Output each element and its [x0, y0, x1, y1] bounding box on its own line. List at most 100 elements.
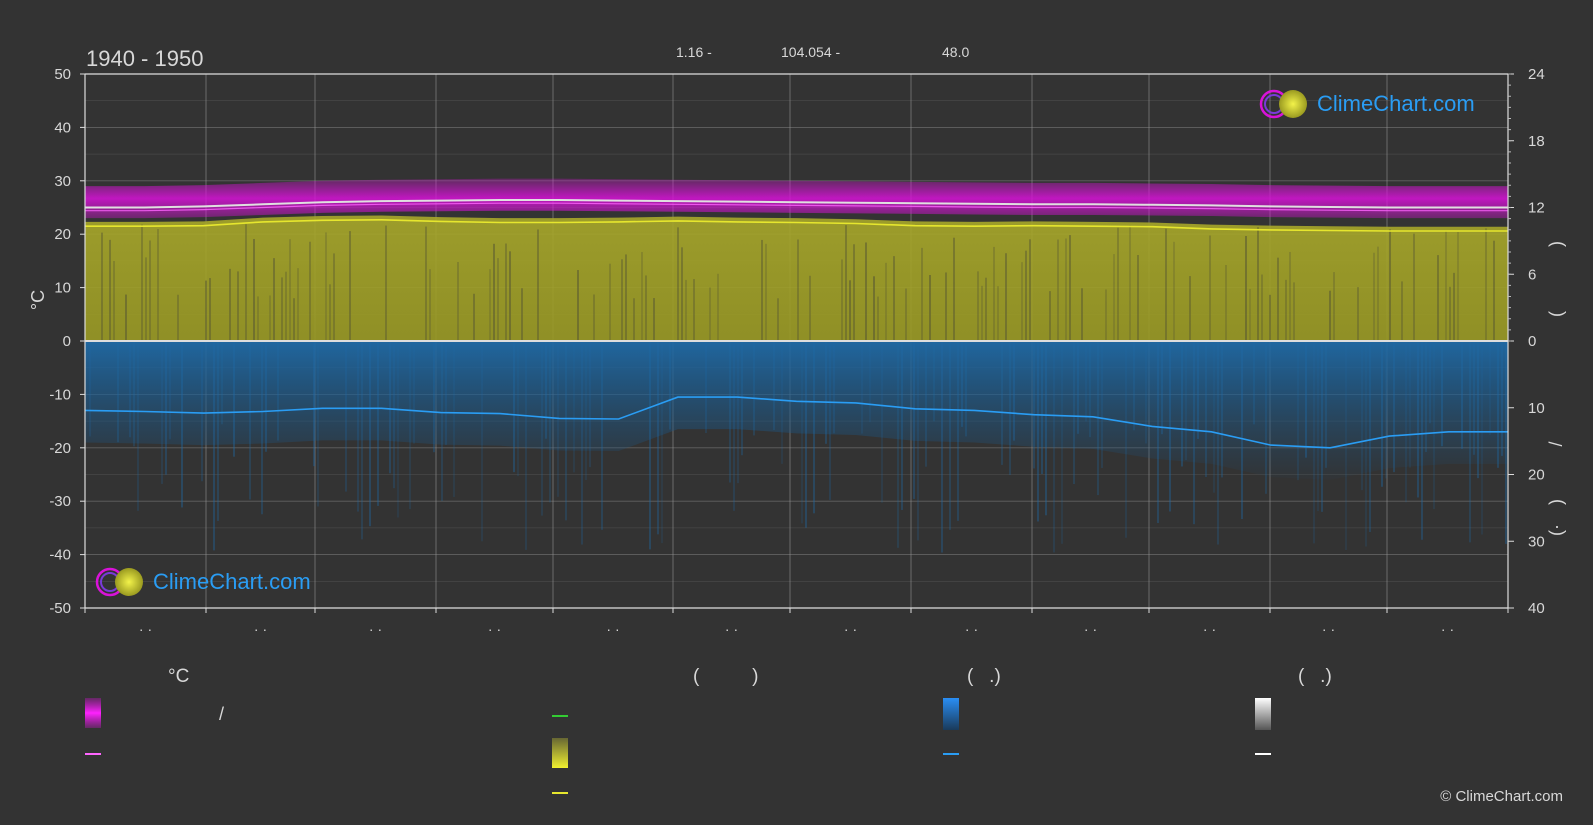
y2-tick-label: 10: [1528, 400, 1545, 417]
precip-streak: [917, 341, 919, 541]
sunshine-streak: [1113, 254, 1115, 341]
sunshine-streak: [1261, 274, 1263, 341]
sunshine-streak: [1333, 272, 1335, 341]
precip-streak: [133, 341, 135, 447]
precip-streak: [933, 341, 935, 422]
precip-streak: [1497, 341, 1499, 468]
precip-streak: [1169, 341, 1171, 512]
sunshine-streak: [1049, 291, 1051, 341]
precip-streak: [1461, 341, 1463, 449]
precip-streak: [1181, 341, 1183, 467]
precip-streak: [1317, 341, 1319, 512]
sunshine-streak: [677, 227, 679, 341]
sunshine-streak: [693, 279, 695, 341]
sunshine-streak: [885, 262, 887, 341]
precip-streak: [1145, 341, 1147, 444]
legend-header-precip: ( .): [967, 666, 1001, 687]
sunshine-streak: [333, 253, 335, 341]
logo-text: ClimeChart.com: [153, 569, 311, 594]
sunshine-streak: [1025, 250, 1027, 341]
precip-streak: [1073, 341, 1075, 485]
precip-streak: [1441, 341, 1443, 447]
precip-streak: [1033, 341, 1035, 469]
precipitation-band: [85, 341, 1508, 480]
sunshine-streak: [457, 262, 459, 341]
precip-streak: [1429, 341, 1431, 424]
x-tick-label: · ·: [965, 621, 978, 637]
precip-streak: [1161, 341, 1163, 435]
sunshine-streak: [929, 274, 931, 341]
precip-streak: [881, 341, 883, 503]
precip-streak: [565, 341, 567, 521]
precip-streak: [1369, 341, 1371, 533]
precip-streak: [1013, 341, 1015, 441]
precip-streak: [1381, 341, 1383, 487]
y-tick-label: 30: [54, 173, 71, 190]
y-tick-label: -20: [49, 440, 71, 457]
axes: 50 40 30 20 10 0 -10 -20 -30 -40 -50 °C 24 18 12 6 0 10 20…: [28, 66, 1566, 637]
precip-streak: [957, 341, 959, 521]
sunshine-streak: [1257, 227, 1259, 341]
precip-streak: [513, 341, 515, 473]
precip-streak: [445, 341, 447, 445]
x-tick-label: · ·: [606, 621, 619, 637]
sunshine-streak: [349, 231, 351, 341]
sunshine-streak: [953, 237, 955, 341]
precip-streak: [585, 341, 587, 481]
x-tick-label: · ·: [1441, 621, 1454, 637]
y2-tick-label: 40: [1528, 600, 1545, 617]
sunshine-streak: [109, 239, 111, 341]
precip-streak: [1385, 341, 1387, 479]
precip-streak: [669, 341, 671, 430]
precip-streak: [901, 341, 903, 510]
precip-streak: [1421, 341, 1423, 540]
sunshine-streak: [177, 294, 179, 341]
precip-streak: [1001, 341, 1003, 465]
precip-streak: [1185, 341, 1187, 461]
x-tick-label: · ·: [725, 621, 738, 637]
sunshine-streak: [1453, 272, 1455, 341]
precip-streak: [781, 341, 783, 464]
precip-streak: [357, 341, 359, 512]
y2-axis-label-glyph: ): [1546, 241, 1566, 247]
precip-streak: [1305, 341, 1307, 458]
precip-streak: [1037, 341, 1039, 522]
sunshine-streak: [1289, 251, 1291, 341]
sunshine-streak: [1005, 253, 1007, 341]
sunshine-streak: [273, 258, 275, 341]
sunshine-streak: [1449, 286, 1451, 341]
longitude-text: 104.054 -: [781, 44, 841, 60]
sunshine-streak: [257, 296, 259, 341]
sunshine-streak: [945, 272, 947, 341]
precip-streak: [1425, 341, 1427, 452]
precip-streak: [345, 341, 347, 492]
precip-streak: [829, 341, 831, 500]
precip-streak: [1197, 341, 1199, 439]
logo-bottom-left[interactable]: ClimeChart.com: [95, 566, 311, 598]
sunshine-streak: [1377, 246, 1379, 341]
precip-streak: [117, 341, 119, 443]
precip-streak: [377, 341, 379, 506]
sunshine-streak: [1293, 282, 1295, 341]
precip-streak: [217, 341, 219, 521]
copyright: © ClimeChart.com: [1440, 788, 1563, 805]
elevation-text: 48.0: [942, 44, 970, 60]
sunshine-mean-line: [85, 218, 1508, 232]
sunshine-streak: [489, 269, 491, 341]
precip-streak: [1345, 341, 1347, 551]
y-tick-label: 0: [63, 333, 71, 350]
sunshine-streak: [1269, 294, 1271, 341]
precip-streak: [213, 341, 215, 551]
sunshine-streak: [297, 268, 299, 341]
y-tick-label: 40: [54, 119, 71, 136]
y2-tick-label: 20: [1528, 467, 1545, 484]
y-tick-label: -30: [49, 493, 71, 510]
precip-streak: [1221, 341, 1223, 478]
y-tick-label: -40: [49, 547, 71, 564]
precip-streak: [361, 341, 363, 540]
logo-top-right[interactable]: ClimeChart.com: [1259, 88, 1475, 120]
chart-title: 1940 - 1950: [86, 46, 204, 71]
sunshine-streak: [1249, 288, 1251, 341]
precip-streak: [941, 341, 943, 553]
sunshine-streak: [429, 269, 431, 341]
